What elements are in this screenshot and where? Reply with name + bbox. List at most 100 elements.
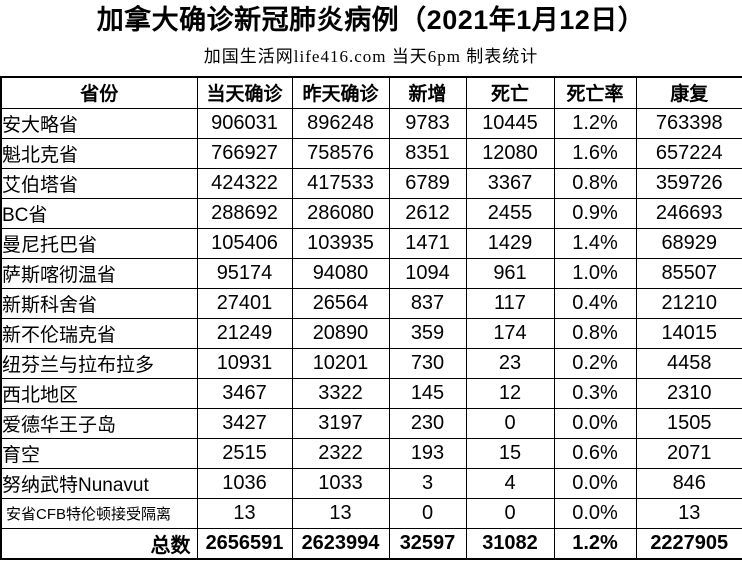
table-row: 西北地区 3467 3322 145 12 0.3% 2310 (0, 377, 742, 409)
value-cell: 906031 (196, 107, 293, 139)
total-label: 总数 (0, 527, 198, 560)
value-cell: 730 (388, 347, 467, 379)
value-cell: 2071 (635, 437, 742, 469)
value-cell: 103935 (291, 227, 390, 259)
value-cell: 193 (388, 437, 467, 469)
value-cell: 417533 (291, 167, 390, 199)
value-cell: 424322 (196, 167, 293, 199)
column-header-province: 省份 (0, 76, 198, 109)
value-cell: 288692 (196, 197, 293, 229)
province-cell: 爱德华王子岛 (0, 407, 198, 439)
value-cell: 145 (388, 377, 467, 409)
value-cell: 657224 (635, 137, 742, 169)
table-row: BC省 288692 286080 2612 2455 0.9% 246693 (0, 197, 742, 229)
value-cell: 0 (388, 497, 467, 529)
table-row: 爱德华王子岛 3427 3197 230 0 0.0% 1505 (0, 407, 742, 439)
total-deaths: 31082 (465, 527, 555, 560)
value-cell: 0.3% (553, 377, 637, 409)
value-cell: 13 (635, 497, 742, 529)
value-cell: 1.4% (553, 227, 637, 259)
table-row: 安大略省 906031 896248 9783 10445 1.2% 763398 (0, 107, 742, 139)
value-cell: 13 (196, 497, 293, 529)
total-yesterday-confirmed: 2623994 (291, 527, 390, 560)
total-death-rate: 1.2% (553, 527, 637, 560)
value-cell: 246693 (635, 197, 742, 229)
value-cell: 896248 (291, 107, 390, 139)
value-cell: 763398 (635, 107, 742, 139)
value-cell: 95174 (196, 257, 293, 289)
value-cell: 359 (388, 317, 467, 349)
province-cell: 萨斯喀彻温省 (0, 257, 198, 289)
value-cell: 85507 (635, 257, 742, 289)
column-header-deaths: 死亡 (465, 76, 555, 109)
value-cell: 15 (465, 437, 555, 469)
value-cell: 21249 (196, 317, 293, 349)
value-cell: 3427 (196, 407, 293, 439)
table-row: 纽芬兰与拉布拉多 10931 10201 730 23 0.2% 4458 (0, 347, 742, 379)
province-cell: 纽芬兰与拉布拉多 (0, 347, 198, 379)
page-subtitle: 加国生活网life416.com 当天6pm 制表统计 (203, 47, 539, 67)
page-title: 加拿大确诊新冠肺炎病例（2021年1月12日） (96, 5, 646, 35)
table-row: 新不伦瑞克省 21249 20890 359 174 0.8% 14015 (0, 317, 742, 349)
value-cell: 0 (465, 497, 555, 529)
table-row: 努纳武特Nunavut 1036 1033 3 4 0.0% 846 (0, 467, 742, 499)
table-row: 魁北克省 766927 758576 8351 12080 1.6% 657224 (0, 137, 742, 169)
province-cell: 艾伯塔省 (0, 167, 198, 199)
value-cell: 961 (465, 257, 555, 289)
province-cell: 魁北克省 (0, 137, 198, 169)
value-cell: 8351 (388, 137, 467, 169)
value-cell: 0.2% (553, 347, 637, 379)
column-header-yesterday-confirmed: 昨天确诊 (291, 76, 390, 109)
value-cell: 10201 (291, 347, 390, 379)
total-recovered: 2227905 (635, 527, 742, 560)
value-cell: 68929 (635, 227, 742, 259)
value-cell: 0.4% (553, 287, 637, 319)
value-cell: 4 (465, 467, 555, 499)
value-cell: 117 (465, 287, 555, 319)
value-cell: 20890 (291, 317, 390, 349)
province-cell: BC省 (0, 197, 198, 229)
value-cell: 105406 (196, 227, 293, 259)
value-cell: 0 (465, 407, 555, 439)
value-cell: 2515 (196, 437, 293, 469)
province-cell: 新不伦瑞克省 (0, 317, 198, 349)
value-cell: 174 (465, 317, 555, 349)
province-cell: 西北地区 (0, 377, 198, 409)
value-cell: 2612 (388, 197, 467, 229)
value-cell: 286080 (291, 197, 390, 229)
value-cell: 26564 (291, 287, 390, 319)
value-cell: 1.6% (553, 137, 637, 169)
column-header-today-confirmed: 当天确诊 (196, 76, 293, 109)
total-row: 总数 2656591 2623994 32597 31082 1.2% 2227… (0, 527, 742, 560)
value-cell: 6789 (388, 167, 467, 199)
value-cell: 1471 (388, 227, 467, 259)
value-cell: 3367 (465, 167, 555, 199)
value-cell: 13 (291, 497, 390, 529)
value-cell: 2455 (465, 197, 555, 229)
value-cell: 23 (465, 347, 555, 379)
value-cell: 766927 (196, 137, 293, 169)
province-cell: 安大略省 (0, 107, 198, 139)
column-header-new-cases: 新增 (388, 76, 467, 109)
value-cell: 0.0% (553, 407, 637, 439)
value-cell: 0.8% (553, 317, 637, 349)
value-cell: 12 (465, 377, 555, 409)
value-cell: 4458 (635, 347, 742, 379)
value-cell: 0.8% (553, 167, 637, 199)
value-cell: 1.0% (553, 257, 637, 289)
province-cell: 育空 (0, 437, 198, 469)
province-cell: 曼尼托巴省 (0, 227, 198, 259)
table-row: 艾伯塔省 424322 417533 6789 3367 0.8% 359726 (0, 167, 742, 199)
value-cell: 0.6% (553, 437, 637, 469)
table-header-row: 省份 当天确诊 昨天确诊 新增 死亡 死亡率 康复 (0, 76, 742, 109)
value-cell: 27401 (196, 287, 293, 319)
value-cell: 3197 (291, 407, 390, 439)
value-cell: 10931 (196, 347, 293, 379)
value-cell: 3 (388, 467, 467, 499)
table-row: 安省CFB特伦顿接受隔离 13 13 0 0 0.0% 13 (0, 497, 742, 529)
value-cell: 1094 (388, 257, 467, 289)
value-cell: 1429 (465, 227, 555, 259)
value-cell: 2310 (635, 377, 742, 409)
value-cell: 837 (388, 287, 467, 319)
